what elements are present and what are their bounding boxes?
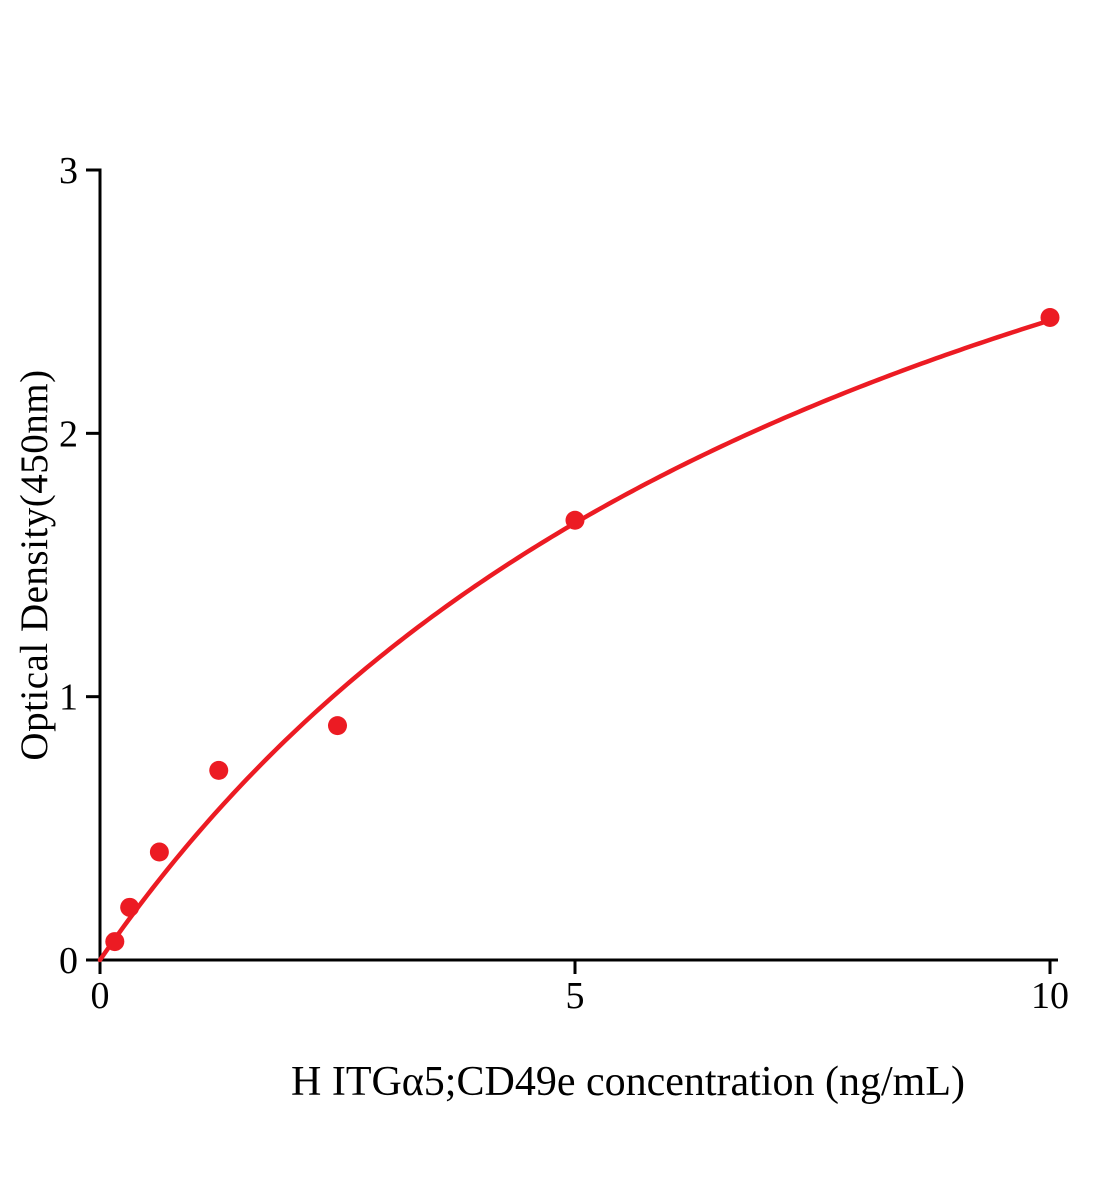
y-tick-label: 1: [59, 677, 78, 719]
data-point: [328, 716, 347, 736]
x-tick-label: 0: [91, 975, 110, 1017]
data-point: [105, 932, 125, 952]
data-point: [565, 510, 585, 530]
y-tick-label: 2: [59, 413, 78, 455]
y-tick-label: 3: [59, 150, 78, 192]
data-point: [209, 760, 229, 780]
y-axis-title: Optical Density(450nm): [13, 369, 56, 761]
fit-curve: [97, 318, 1053, 963]
x-axis-title: H ITGα5;CD49e concentration (ng/mL): [291, 1059, 965, 1105]
x-tick-label: 5: [566, 975, 585, 1017]
data-point: [1040, 307, 1060, 327]
data-point: [120, 897, 140, 917]
data-point: [149, 842, 169, 862]
y-tick-label: 0: [59, 940, 78, 982]
x-tick-label: 10: [1031, 975, 1069, 1017]
